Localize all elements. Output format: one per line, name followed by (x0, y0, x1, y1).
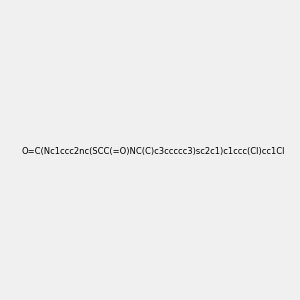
Text: O=C(Nc1ccc2nc(SCC(=O)NC(C)c3ccccc3)sc2c1)c1ccc(Cl)cc1Cl: O=C(Nc1ccc2nc(SCC(=O)NC(C)c3ccccc3)sc2c1… (22, 147, 286, 156)
